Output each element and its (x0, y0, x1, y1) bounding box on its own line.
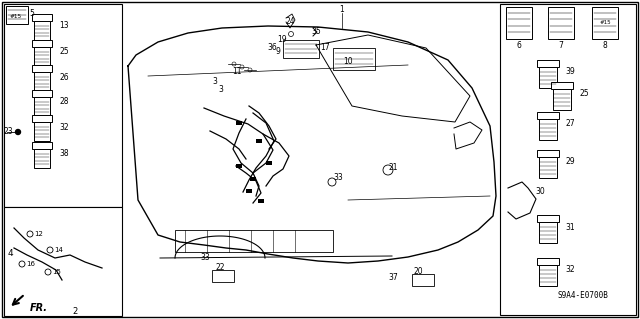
Text: 19: 19 (277, 35, 287, 44)
Bar (258, 199, 264, 203)
Bar (539, 265, 557, 286)
Circle shape (248, 68, 252, 72)
Bar (506, 7, 532, 39)
Text: 20: 20 (413, 268, 423, 277)
Text: 25: 25 (579, 90, 589, 99)
Circle shape (328, 178, 336, 186)
Text: #15: #15 (10, 13, 22, 19)
Text: 32: 32 (565, 265, 575, 275)
Text: 31: 31 (565, 222, 575, 232)
Circle shape (289, 32, 294, 36)
Text: 23: 23 (4, 128, 13, 137)
Text: #15: #15 (599, 20, 611, 26)
Text: S9A4-E0700B: S9A4-E0700B (558, 292, 609, 300)
Text: 32: 32 (59, 122, 69, 131)
Text: 4: 4 (8, 249, 13, 258)
Bar (212, 270, 234, 282)
Bar (592, 7, 618, 39)
Bar (537, 112, 559, 119)
Text: 39: 39 (565, 68, 575, 77)
Bar (537, 150, 559, 157)
Bar (6, 6, 28, 24)
Bar (34, 21, 50, 40)
Bar (539, 222, 557, 243)
Circle shape (45, 269, 51, 275)
Text: 3: 3 (212, 78, 218, 86)
Text: 27: 27 (565, 120, 575, 129)
Bar (4, 207, 122, 316)
Bar (412, 274, 434, 286)
Circle shape (19, 261, 25, 267)
Bar (32, 115, 52, 122)
Bar (266, 161, 272, 165)
Text: 33: 33 (333, 174, 343, 182)
Circle shape (47, 247, 53, 253)
Text: 12: 12 (35, 231, 44, 237)
Text: 10: 10 (343, 57, 353, 66)
Text: 5: 5 (29, 10, 35, 19)
Bar (548, 7, 574, 39)
Text: 38: 38 (59, 150, 69, 159)
Text: 21: 21 (388, 164, 397, 173)
Bar (553, 89, 571, 110)
Text: 36: 36 (267, 43, 277, 53)
Bar (333, 48, 375, 70)
Text: 26: 26 (59, 72, 69, 81)
Bar (34, 149, 50, 168)
Bar (539, 157, 557, 178)
Bar (34, 47, 50, 66)
Bar (4, 4, 122, 207)
Text: 22: 22 (215, 263, 225, 272)
Bar (34, 72, 50, 91)
Bar (32, 40, 52, 47)
Text: 14: 14 (54, 247, 63, 253)
Circle shape (15, 130, 20, 135)
Text: 37: 37 (388, 273, 398, 283)
Bar (246, 189, 252, 193)
Bar (34, 122, 50, 141)
Bar (500, 4, 636, 315)
Bar (537, 215, 559, 222)
Text: 8: 8 (603, 41, 607, 49)
Bar (551, 82, 573, 89)
Text: 33: 33 (200, 254, 210, 263)
Text: 35: 35 (311, 27, 321, 36)
Bar (250, 177, 256, 181)
Bar (32, 65, 52, 72)
Text: 1: 1 (340, 5, 344, 14)
Bar (32, 142, 52, 149)
Bar (539, 67, 557, 88)
Text: 30: 30 (535, 188, 545, 197)
Text: 16: 16 (26, 261, 35, 267)
Text: 3: 3 (219, 85, 223, 94)
Text: 2: 2 (72, 308, 77, 316)
Text: 7: 7 (559, 41, 563, 49)
Circle shape (232, 62, 236, 66)
Circle shape (240, 65, 244, 69)
Text: 29: 29 (565, 158, 575, 167)
Text: FR.: FR. (30, 303, 48, 313)
Circle shape (27, 231, 33, 237)
Bar (34, 97, 50, 116)
Text: 6: 6 (516, 41, 522, 49)
Bar (236, 121, 242, 125)
Bar (32, 14, 52, 21)
Circle shape (383, 165, 393, 175)
Text: 24: 24 (285, 18, 295, 26)
Bar (537, 258, 559, 265)
Text: 13: 13 (59, 21, 69, 31)
Text: 11: 11 (232, 68, 242, 77)
Bar (539, 119, 557, 140)
Bar (32, 90, 52, 97)
Text: 9: 9 (276, 48, 280, 56)
Text: 17: 17 (320, 43, 330, 53)
Text: 28: 28 (60, 98, 68, 107)
Bar (537, 60, 559, 67)
Bar (175, 230, 333, 252)
Bar (236, 164, 242, 168)
Bar (283, 40, 319, 58)
Text: 25: 25 (59, 48, 69, 56)
Text: 15: 15 (52, 269, 61, 275)
Bar (256, 139, 262, 143)
